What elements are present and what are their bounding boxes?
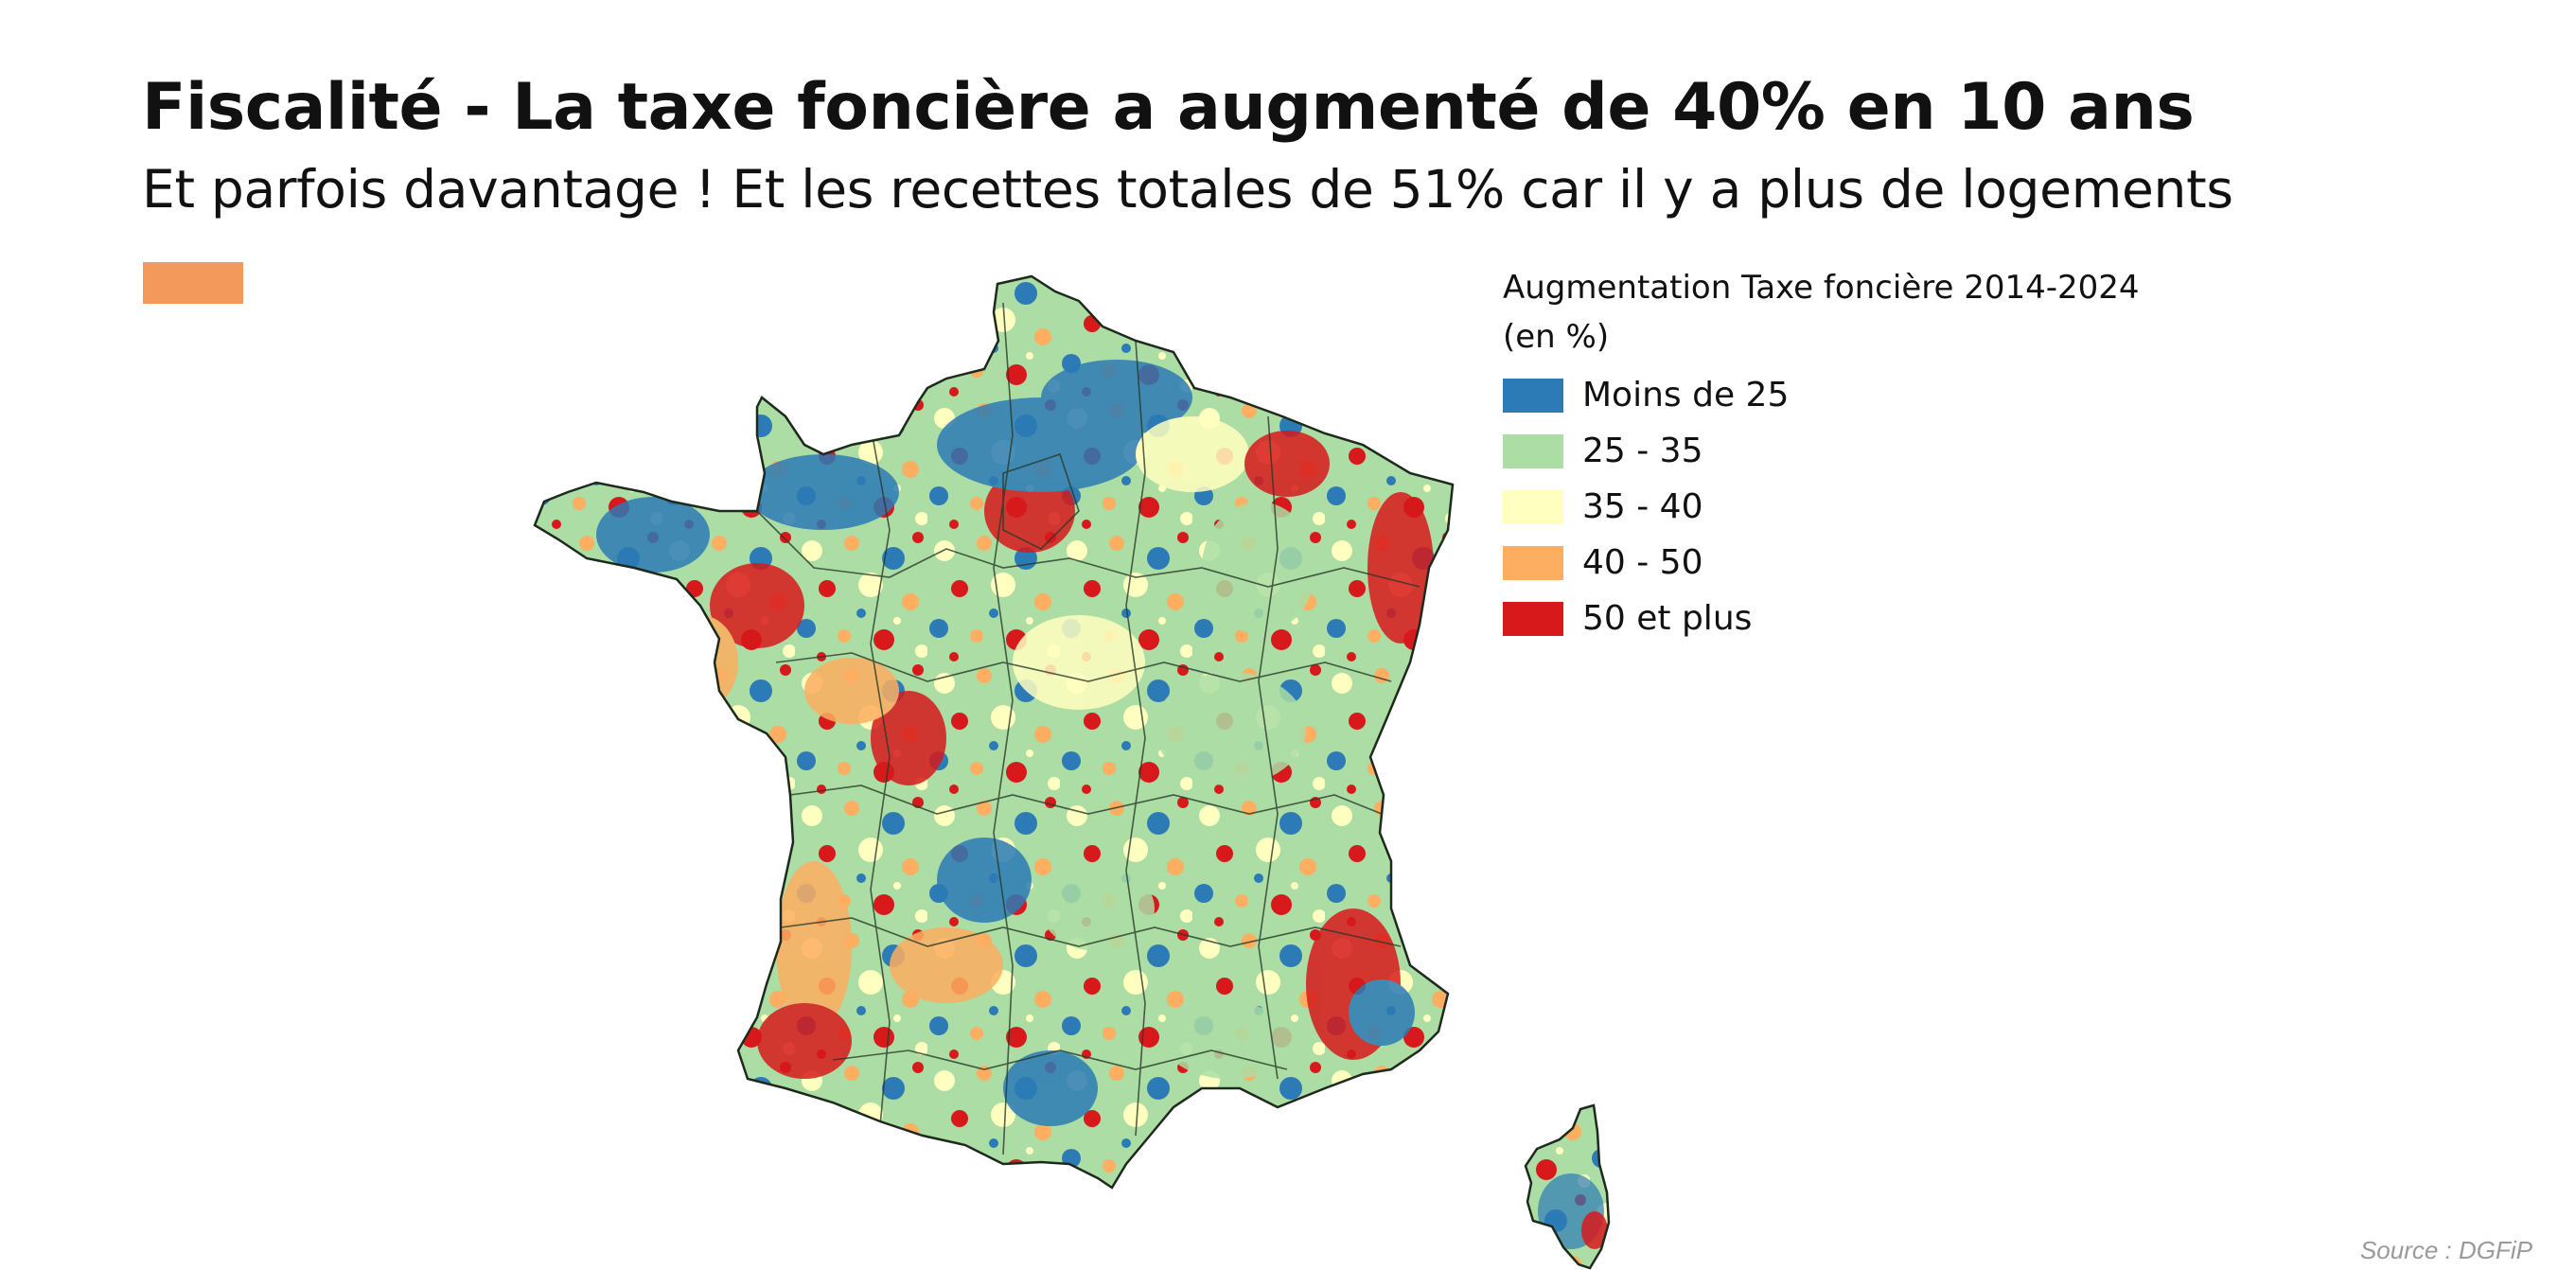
legend-item: 50 et plus [1503,591,2140,646]
legend-label: Moins de 25 [1582,376,1790,415]
legend-item: 25 - 35 [1503,423,2140,479]
legend-item: Moins de 25 [1503,367,2140,423]
legend-title: Augmentation Taxe foncière 2014-2024 [1503,269,2140,307]
legend-label: 25 - 35 [1582,432,1703,470]
legend-items: Moins de 25 25 - 35 35 - 40 40 - 50 50 et pl… [1503,367,2140,646]
legend-label: 40 - 50 [1582,543,1703,582]
legend-item: 35 - 40 [1503,479,2140,535]
legend-label: 35 - 40 [1582,487,1703,526]
page-title: Fiscalité - La taxe foncière a augmenté … [142,70,2195,145]
legend-swatch [1503,545,1563,580]
legend-label: 50 et plus [1582,599,1753,638]
department-borders [756,302,1420,1155]
legend-item: 40 - 50 [1503,535,2140,591]
legend-swatch [1503,601,1563,636]
map-legend: Augmentation Taxe foncière 2014-2024 (en… [1503,263,2140,646]
accent-bar [143,262,243,304]
regional-patches [596,360,1434,1126]
legend-swatch [1503,489,1563,524]
source-note: Source : DGFiP [2359,1236,2532,1264]
legend-swatch [1503,378,1563,413]
legend-swatch [1503,433,1563,468]
legend-unit: (en %) [1503,318,1610,356]
metropolitan-france [535,276,1453,1188]
page-subtitle: Et parfois davantage ! Et les recettes t… [142,159,2233,220]
